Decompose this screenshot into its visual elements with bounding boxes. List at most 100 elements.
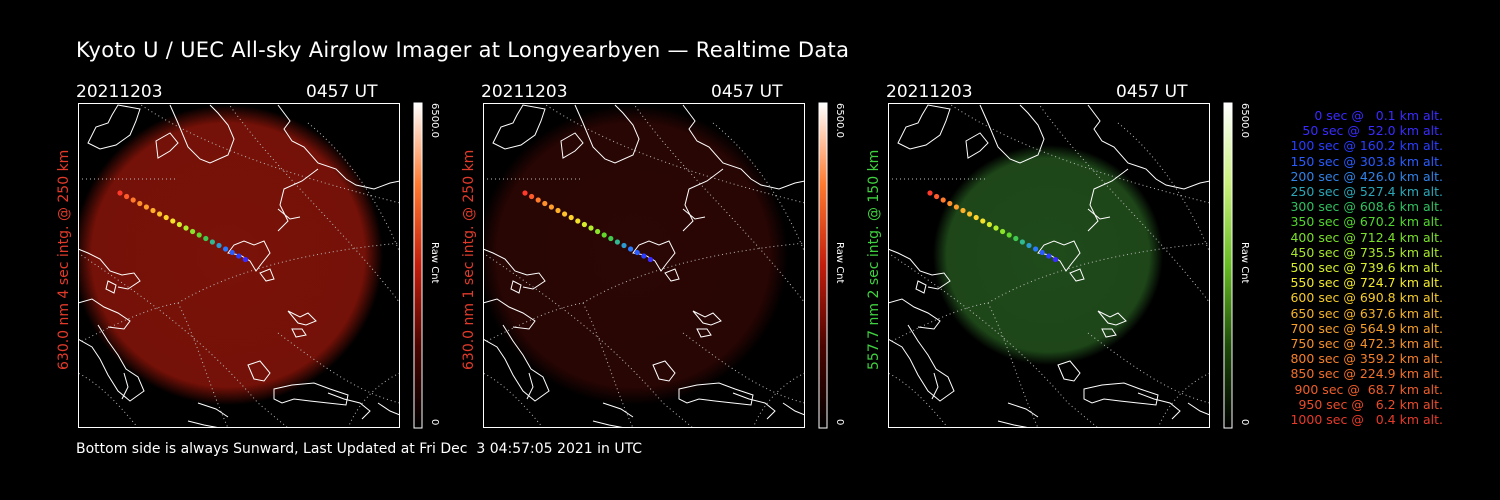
legend-entry: 350 sec @ 670.2 km alt. <box>1290 214 1443 230</box>
coastline <box>483 298 536 330</box>
trajectory-point <box>608 235 614 242</box>
coastline <box>87 104 141 150</box>
coastline <box>1101 328 1117 338</box>
legend-entry: 700 sec @ 564.9 km alt. <box>1290 320 1443 336</box>
trajectory-point <box>581 221 587 228</box>
coastline <box>247 360 271 382</box>
coastline <box>888 248 951 290</box>
trajectory-point <box>588 225 594 231</box>
colorbar-unit: Raw Cnt <box>429 242 440 284</box>
coastline <box>965 132 989 159</box>
lat-lon-grid-line <box>712 122 805 254</box>
legend-entry: 250 sec @ 527.4 km alt. <box>1290 184 1443 199</box>
trajectory-point <box>203 235 209 242</box>
coastline <box>692 310 722 326</box>
trajectory-point <box>216 242 222 249</box>
coastline <box>682 168 724 232</box>
coastline <box>277 104 400 190</box>
panel-frame <box>78 103 400 428</box>
legend-entry: 600 sec @ 690.8 km alt. <box>1290 290 1443 306</box>
legend-entry: 950 sec @ 6.2 km alt. <box>1298 396 1443 412</box>
lat-lon-grid-line <box>307 122 400 254</box>
coastline <box>979 104 1045 164</box>
legend-entry: 900 sec @ 68.7 km alt. <box>1294 381 1443 397</box>
colorbar-min: 0 <box>834 419 845 426</box>
coastline <box>492 104 546 150</box>
coastline <box>696 328 712 338</box>
colorbar-min: 0 <box>429 419 440 426</box>
trajectory-point <box>595 228 601 235</box>
trajectory-point <box>601 232 607 238</box>
trajectory-point <box>529 193 535 200</box>
trajectory-point <box>1052 256 1058 263</box>
trajectory-point <box>196 232 202 238</box>
trajectory-point <box>137 200 143 207</box>
trajectory-point <box>934 193 940 200</box>
trajectory-point <box>1033 246 1039 252</box>
coastline <box>678 382 754 406</box>
coastline <box>1087 104 1210 190</box>
trajectory-point <box>940 197 946 203</box>
trajectory-point <box>535 197 541 203</box>
lat-lon-grid-line <box>78 372 139 428</box>
lat-lon-grid-line <box>1087 332 1210 404</box>
coastline <box>291 328 307 338</box>
legend-entry: 750 sec @ 472.3 km alt. <box>1290 336 1443 351</box>
trajectory-point <box>242 256 248 263</box>
lat-lon-grid-line <box>632 103 805 304</box>
trajectory-point <box>967 211 973 217</box>
lat-lon-grid-line <box>888 372 949 428</box>
legend-entry: 500 sec @ 739.6 km alt. <box>1290 260 1443 275</box>
coastline <box>169 104 235 164</box>
map-panel-3 <box>888 103 1210 428</box>
trajectory-point <box>183 225 189 231</box>
colorbar-max: 6500.0 <box>834 103 845 138</box>
trajectory-point <box>209 239 215 245</box>
map-panel-1 <box>78 103 400 428</box>
coastline <box>652 360 676 382</box>
trajectory-point <box>1039 249 1045 256</box>
coastline <box>277 168 319 232</box>
coastline <box>155 132 179 159</box>
coastline <box>197 402 229 418</box>
coastline <box>682 104 805 190</box>
wavelength-label: 557.7 nm 2 sec intg. @ 150 km <box>866 149 882 370</box>
trajectory-point <box>634 249 640 256</box>
colorbar-3 <box>1223 102 1233 429</box>
coastline <box>287 310 317 326</box>
trajectory-point <box>150 207 156 214</box>
trajectory-point <box>947 200 953 207</box>
airglow-image-circle <box>483 105 788 405</box>
legend-entry: 800 sec @ 359.2 km alt. <box>1290 351 1443 367</box>
trajectory-point <box>1026 242 1032 249</box>
trajectory-point <box>542 200 548 207</box>
coastline <box>1007 402 1039 418</box>
coastline <box>888 298 941 330</box>
trajectory-point <box>1000 228 1006 235</box>
coastline <box>377 402 400 416</box>
trajectory-point <box>1006 232 1012 238</box>
trajectory-point <box>190 228 196 235</box>
legend-entry: 1000 sec @ 0.4 km alt. <box>1290 412 1443 427</box>
coastline <box>327 392 371 420</box>
coastline <box>526 372 534 400</box>
coastline <box>277 208 301 220</box>
trajectory-point <box>980 218 986 224</box>
trajectory-point <box>163 214 169 221</box>
trajectory-point <box>1013 235 1019 242</box>
trajectory-point <box>1019 239 1025 245</box>
lat-lon-grid-line <box>1117 122 1210 254</box>
lat-lon-grid-line <box>277 332 400 404</box>
coastline <box>1137 392 1181 420</box>
coastline <box>1087 168 1129 232</box>
coastline <box>1069 268 1085 282</box>
colorbar-1 <box>413 102 423 429</box>
colorbar-2 <box>818 102 828 429</box>
trajectory-point <box>1046 253 1052 259</box>
panel-date: 20211203 <box>76 82 163 102</box>
trajectory-point <box>236 253 242 259</box>
trajectory-point <box>614 239 620 245</box>
panel-time: 0457 UT <box>306 82 378 102</box>
legend-entry: 50 sec @ 52.0 km alt. <box>1302 123 1443 139</box>
legend-entry: 150 sec @ 303.8 km alt. <box>1290 153 1443 169</box>
